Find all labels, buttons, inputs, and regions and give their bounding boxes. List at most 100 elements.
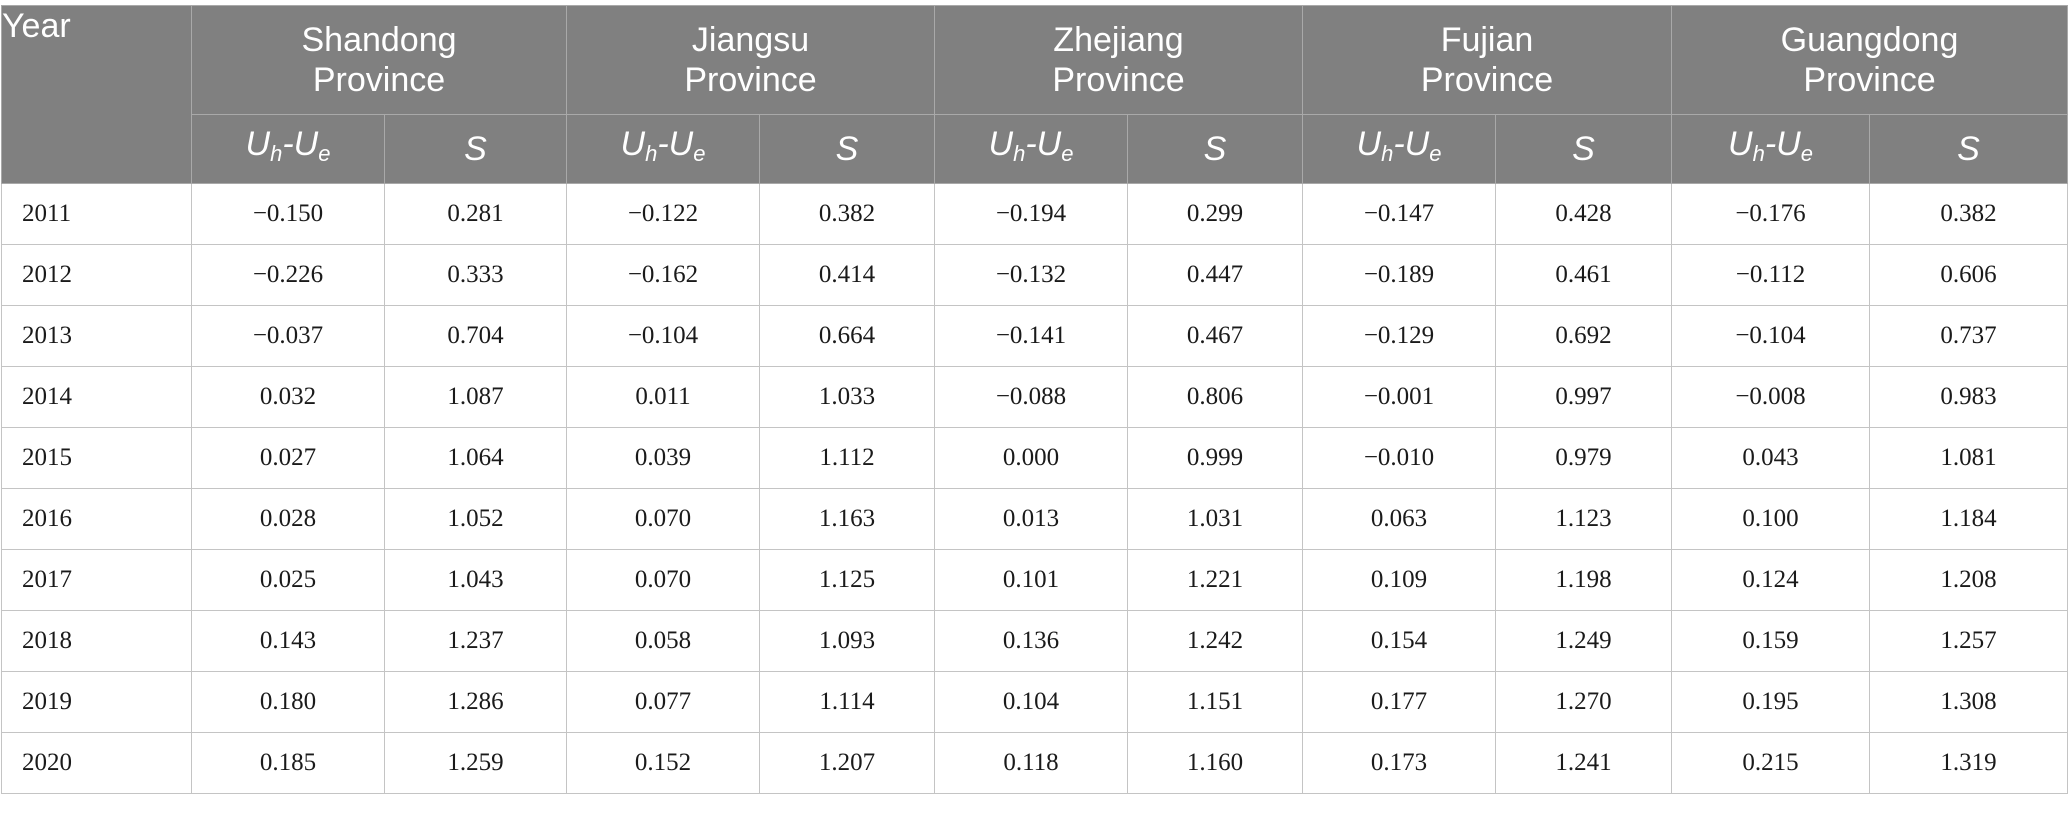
s-value-cell: 1.184 — [1869, 488, 2068, 550]
s-value-cell: 0.461 — [1495, 244, 1673, 306]
diff-value-cell: −0.010 — [1302, 427, 1497, 489]
diff-value-cell: 0.063 — [1302, 488, 1497, 550]
diff-value-cell: 0.100 — [1671, 488, 1871, 550]
table-row: 2020 0.185 1.259 0.152 1.207 0.118 1.160 0.173 1… — [1, 732, 2068, 794]
table-row: 2012 −0.226 0.333 −0.162 0.414 −0.132 0.447 −0.… — [1, 244, 2068, 306]
table-container: Year Shandong Province Jiangsu Province Zh… — [1, 5, 2068, 794]
diff-value-cell: 0.027 — [191, 427, 385, 489]
diff-column-header: Uh-Ue — [934, 114, 1129, 184]
s-column-header: S — [1495, 114, 1673, 184]
s-value-cell: 1.081 — [1869, 427, 2068, 489]
table-row: 2019 0.180 1.286 0.077 1.114 0.104 1.151 0.177 1… — [1, 671, 2068, 733]
subscript-text: e — [1061, 141, 1074, 166]
s-value-cell: 1.043 — [383, 549, 568, 611]
s-value-cell: 1.242 — [1127, 610, 1304, 672]
year-cell: 2020 — [1, 732, 192, 794]
diff-value-cell: −0.122 — [566, 183, 761, 245]
s-value-cell: 0.428 — [1495, 183, 1673, 245]
diff-value-cell: 0.143 — [191, 610, 385, 672]
year-cell: 2017 — [1, 549, 192, 611]
s-value-cell: 1.221 — [1127, 549, 1304, 611]
diff-value-cell: 0.118 — [934, 732, 1129, 794]
s-value-cell: 1.308 — [1869, 671, 2068, 733]
diff-column-header: Uh-Ue — [1302, 114, 1497, 184]
s-value-cell: 1.123 — [1495, 488, 1673, 550]
province-name: Fujian — [1440, 21, 1534, 59]
subscript-text: e — [1429, 141, 1442, 166]
diff-value-cell: −0.008 — [1671, 366, 1871, 428]
diff-value-cell: 0.124 — [1671, 549, 1871, 611]
year-cell: 2019 — [1, 671, 192, 733]
diff-value-cell: 0.070 — [566, 488, 761, 550]
diff-value-cell: 0.039 — [566, 427, 761, 489]
s-value-cell: 0.737 — [1869, 305, 2068, 367]
s-value-cell: 0.983 — [1869, 366, 2068, 428]
table-row: 2017 0.025 1.043 0.070 1.125 0.101 1.221 0.109 1… — [1, 549, 2068, 611]
diff-value-cell: 0.028 — [191, 488, 385, 550]
symbol-text: U — [1356, 125, 1382, 163]
province-header-jiangsu: Jiangsu Province — [566, 5, 936, 115]
symbol-text: U — [1728, 125, 1753, 163]
diff-value-cell: −0.147 — [1302, 183, 1497, 245]
diff-value-cell: −0.176 — [1671, 183, 1871, 245]
table-body: 2011 −0.150 0.281 −0.122 0.382 −0.194 0.299 −0.… — [1, 183, 2068, 794]
diff-column-header: Uh-Ue — [1671, 114, 1871, 184]
diff-value-cell: −0.104 — [566, 305, 761, 367]
year-column-header: Year — [1, 5, 192, 184]
diff-value-cell: 0.077 — [566, 671, 761, 733]
diff-value-cell: 0.177 — [1302, 671, 1497, 733]
diff-value-cell: 0.185 — [191, 732, 385, 794]
s-column-header: S — [1869, 114, 2068, 184]
s-value-cell: 0.382 — [1869, 183, 2068, 245]
province-name: Guangdong — [1780, 21, 1959, 59]
province-header-shandong: Shandong Province — [190, 5, 568, 115]
s-value-cell: 1.093 — [759, 610, 936, 672]
s-value-cell: 1.151 — [1127, 671, 1304, 733]
table-row: 2013 −0.037 0.704 −0.104 0.664 −0.141 0.467 −0.… — [1, 305, 2068, 367]
diff-value-cell: 0.101 — [934, 549, 1129, 611]
diff-value-cell: 0.013 — [934, 488, 1129, 550]
symbol-text: -U — [1764, 125, 1801, 163]
province-suffix: Province — [1420, 61, 1554, 99]
diff-value-cell: −0.226 — [191, 244, 385, 306]
header-row-provinces: Year Shandong Province Jiangsu Province Zh… — [1, 5, 2068, 184]
province-suffix: Province — [1803, 61, 1936, 99]
s-value-cell: 0.704 — [383, 305, 568, 367]
diff-value-cell: −0.162 — [566, 244, 761, 306]
diff-value-cell: 0.043 — [1671, 427, 1871, 489]
province-header-zhejiang: Zhejiang Province — [934, 5, 1304, 115]
diff-value-cell: −0.194 — [934, 183, 1129, 245]
diff-value-cell: 0.104 — [934, 671, 1129, 733]
province-suffix: Province — [1052, 61, 1185, 99]
province-name: Shandong — [301, 21, 457, 59]
s-value-cell: 1.114 — [759, 671, 936, 733]
table-row: 2011 −0.150 0.281 −0.122 0.382 −0.194 0.299 −0.… — [1, 183, 2068, 245]
year-cell: 2016 — [1, 488, 192, 550]
s-value-cell: 1.198 — [1495, 549, 1673, 611]
s-value-cell: 1.259 — [383, 732, 568, 794]
s-value-cell: 0.467 — [1127, 305, 1304, 367]
diff-value-cell: −0.141 — [934, 305, 1129, 367]
subscript-text: e — [1800, 141, 1813, 166]
province-suffix: Province — [684, 61, 817, 99]
data-table: Year Shandong Province Jiangsu Province Zh… — [1, 5, 2068, 794]
s-value-cell: 1.087 — [383, 366, 568, 428]
diff-value-cell: 0.070 — [566, 549, 761, 611]
s-value-cell: 0.299 — [1127, 183, 1304, 245]
year-cell: 2013 — [1, 305, 192, 367]
symbol-text: U — [620, 125, 646, 163]
table-row: 2016 0.028 1.052 0.070 1.163 0.013 1.031 0.063 1… — [1, 488, 2068, 550]
diff-value-cell: 0.025 — [191, 549, 385, 611]
table-row: 2015 0.027 1.064 0.039 1.112 0.000 0.999 −0.010… — [1, 427, 2068, 489]
year-cell: 2011 — [1, 183, 192, 245]
diff-value-cell: −0.129 — [1302, 305, 1497, 367]
s-value-cell: 0.806 — [1127, 366, 1304, 428]
diff-value-cell: −0.112 — [1671, 244, 1871, 306]
symbol-text: -U — [657, 125, 694, 163]
s-value-cell: 0.414 — [759, 244, 936, 306]
diff-value-cell: 0.195 — [1671, 671, 1871, 733]
symbol-text: U — [245, 125, 271, 163]
province-name: Jiangsu — [691, 21, 810, 59]
year-cell: 2015 — [1, 427, 192, 489]
diff-value-cell: 0.000 — [934, 427, 1129, 489]
